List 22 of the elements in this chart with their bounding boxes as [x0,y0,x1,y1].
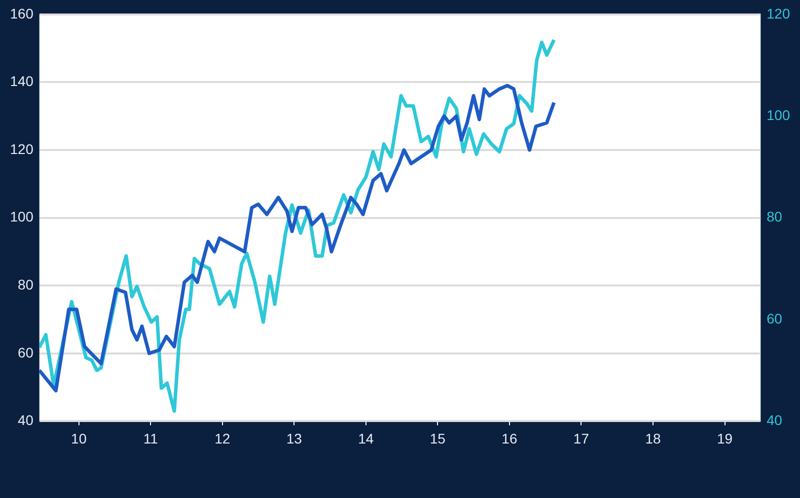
y-tick-label: 40 [18,412,34,428]
x-tick-label: 14 [358,430,374,446]
x-tick-label: 13 [286,430,302,446]
y-tick-label: 60 [18,344,34,360]
y2-tick-label: 80 [766,208,782,225]
y2-tick-label: 40 [766,412,782,428]
x-tick-label: 12 [214,430,230,446]
x-tick-label: 15 [430,430,446,446]
x-tick-label: 16 [502,430,518,446]
y-tick-label: 120 [10,140,34,157]
x-tick-label: 17 [573,430,590,446]
y2-tick-label: 120 [766,5,790,22]
x-tick-label: 10 [71,430,87,446]
x-tick-label: 11 [143,430,158,446]
y2-tick-label: 100 [766,106,790,123]
y-tick-label: 100 [10,208,34,225]
x-tick-label: 19 [716,430,733,446]
y2-tick-label: 60 [766,310,782,326]
y-tick-label: 140 [10,73,34,90]
x-tick-label: 18 [645,430,661,446]
y-tick-label: 80 [18,276,34,292]
y-tick-label: 160 [10,5,34,22]
